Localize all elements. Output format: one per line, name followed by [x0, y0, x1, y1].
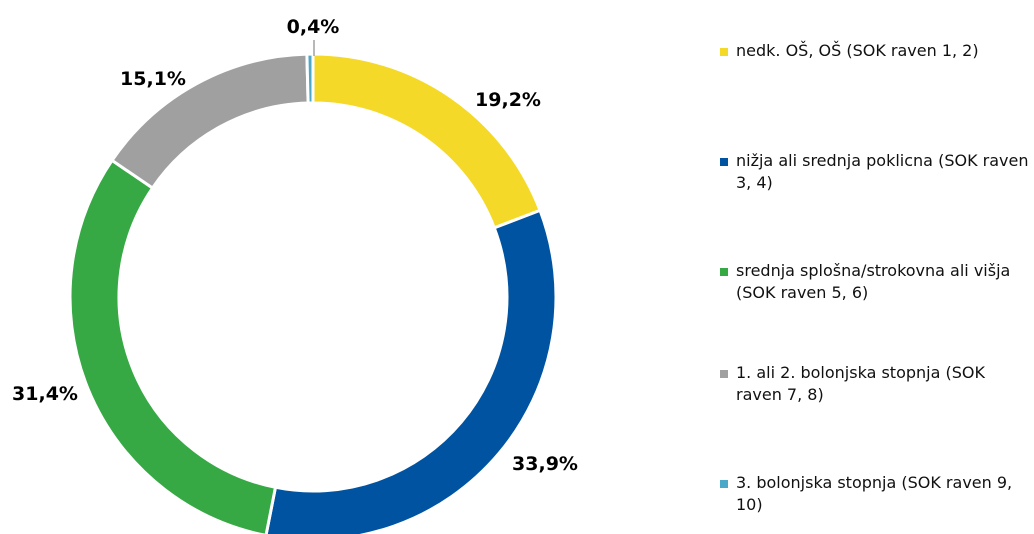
data-label-1: 19,2% [475, 89, 541, 111]
donut-slice-2 [264, 208, 558, 534]
legend-swatch-2 [720, 158, 728, 166]
donut-slices [68, 52, 558, 534]
legend-label-4: 1. ali 2. bolonjska stopnja (SOK raven 7… [736, 363, 985, 404]
data-label-2: 33,9% [512, 453, 578, 475]
legend-swatch-5 [720, 480, 728, 488]
legend-label-2: nižja ali srednja poklicna (SOK raven 3,… [736, 151, 1029, 192]
legend-item-2: nižja ali srednja poklicna (SOK raven 3,… [720, 150, 1030, 194]
data-labels: 19,2% 33,9% 31,4% 15,1% 0,4% [12, 16, 578, 475]
legend-item-5: 3. bolonjska stopnja (SOK raven 9, 10) [720, 472, 1030, 516]
donut-slice-1 [311, 52, 542, 230]
legend-label-3: srednja splošna/strokovna ali višja (SOK… [736, 261, 1011, 302]
legend-item-4: 1. ali 2. bolonjska stopnja (SOK raven 7… [720, 362, 1030, 406]
legend-swatch-4 [720, 370, 728, 378]
legend-item-1: nedk. OŠ, OŠ (SOK raven 1, 2) [720, 40, 1030, 62]
donut-slice-3 [68, 158, 278, 534]
legend-label-5: 3. bolonjska stopnja (SOK raven 9, 10) [736, 473, 1013, 514]
donut-slice-5 [305, 52, 315, 105]
donut-chart: 19,2% 33,9% 31,4% 15,1% 0,4% [12, 16, 578, 534]
legend-swatch-1 [720, 48, 728, 56]
data-label-5: 0,4% [287, 16, 340, 38]
legend-item-3: srednja splošna/strokovna ali višja (SOK… [720, 260, 1030, 304]
legend-label-1: nedk. OŠ, OŠ (SOK raven 1, 2) [736, 41, 979, 60]
data-label-3: 31,4% [12, 383, 78, 405]
data-label-4: 15,1% [120, 68, 186, 90]
legend-swatch-3 [720, 268, 728, 276]
